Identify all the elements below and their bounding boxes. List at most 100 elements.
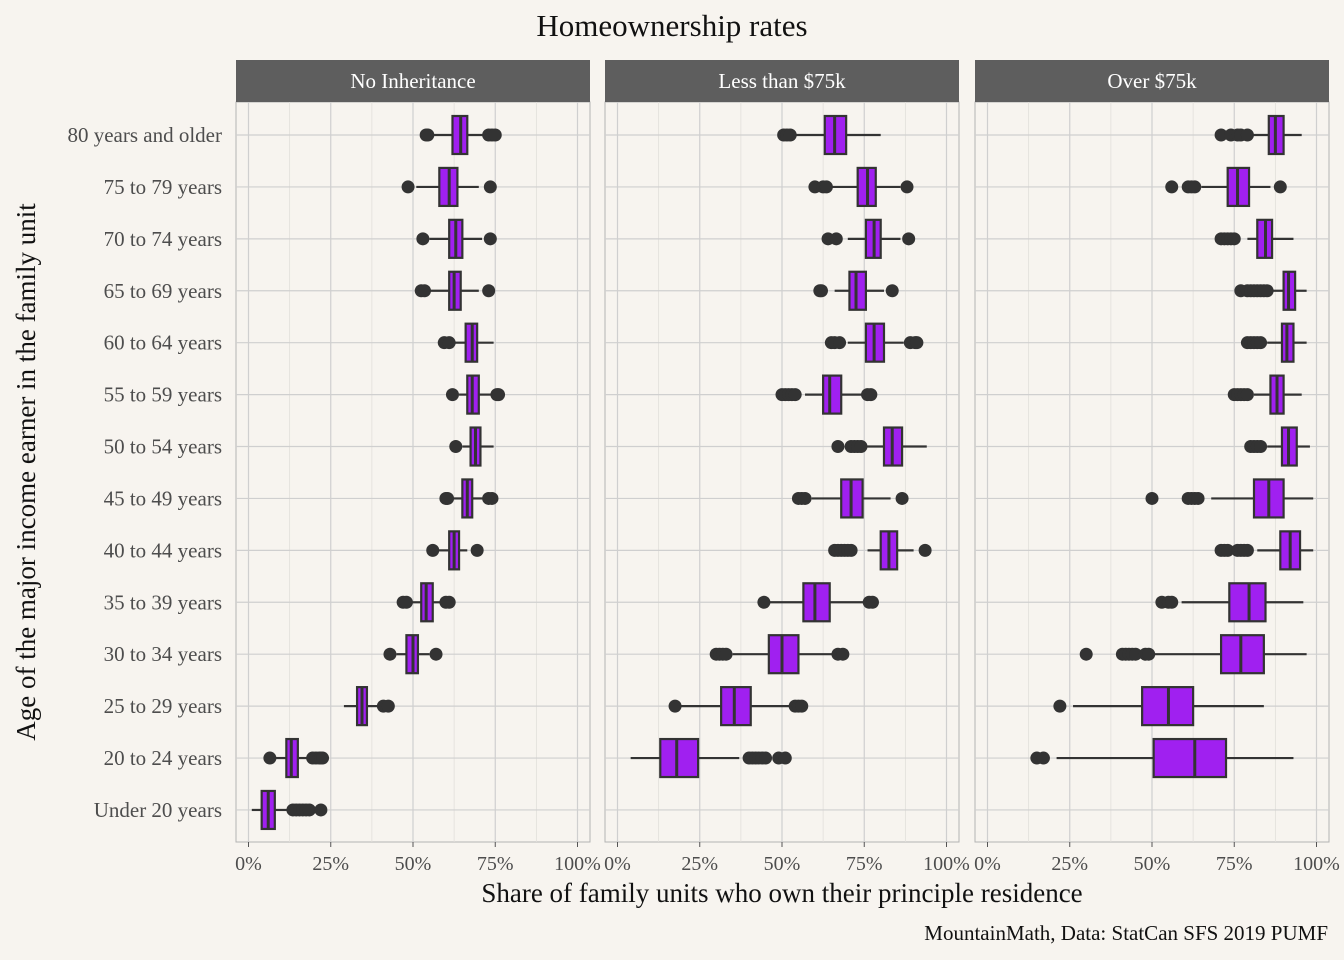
outlier-point: [778, 751, 792, 765]
outlier-point: [1129, 647, 1143, 661]
y-tick-label-80-years-and-older: 80 years and older: [67, 123, 222, 147]
box-iqr: [659, 737, 700, 779]
y-tick-label-45-to-49-years: 45 to 49 years: [104, 486, 222, 510]
box-55-to-59-years: [445, 374, 506, 415]
box-55-to-59-years: [1227, 374, 1302, 415]
outlier-point: [1273, 180, 1287, 194]
box-75-to-79-years: [401, 166, 497, 208]
outlier-point: [865, 595, 879, 609]
outlier-point: [488, 128, 502, 142]
box-65-to-69-years: [813, 270, 899, 311]
x-tick-label: 25%: [312, 853, 349, 875]
x-tick-label: 25%: [681, 853, 718, 875]
x-tick-label: 75%: [1216, 853, 1253, 875]
box-20-to-24-years: [630, 737, 792, 779]
panel-less-than-75k: 0% 25% 50% 75% 100% Less than $75k: [604, 60, 970, 875]
chart-caption: MountainMath, Data: StatCan SFS 2019 PUM…: [924, 921, 1328, 945]
outlier-point: [719, 647, 733, 661]
outlier-point: [421, 128, 435, 142]
x-tick-label: 100%: [923, 853, 970, 875]
outlier-point: [885, 284, 899, 298]
box-35-to-39-years: [396, 582, 456, 623]
outlier-point: [1214, 128, 1228, 142]
y-tick-label-50-to-54-years: 50 to 54 years: [104, 435, 222, 459]
outlier-point: [441, 491, 455, 505]
outlier-point: [788, 388, 802, 402]
panel-no-inheritance: 0% 25% 50% 75% 100% No Inheritance: [235, 60, 601, 875]
outlier-point: [1240, 128, 1254, 142]
box-30-to-34-years: [383, 634, 443, 675]
box-25-to-29-years: [1053, 686, 1264, 727]
box-iqr: [1228, 582, 1267, 623]
box-80-years-and-older: [1214, 114, 1302, 156]
outlier-point: [831, 440, 845, 454]
outlier-point: [836, 647, 850, 661]
outlier-point: [263, 751, 277, 765]
box-20-to-24-years: [263, 737, 330, 779]
box-iqr: [822, 374, 843, 415]
outlier-point: [759, 751, 773, 765]
outlier-point: [449, 440, 463, 454]
y-tick-label-40-to-44-years: 40 to 44 years: [104, 538, 222, 562]
box-iqr: [1152, 737, 1228, 779]
outlier-point: [918, 543, 932, 557]
outlier-point: [795, 699, 809, 713]
outlier-point: [302, 803, 316, 817]
outlier-point: [1142, 647, 1156, 661]
box-iqr: [1219, 634, 1265, 675]
outlier-point: [833, 336, 847, 350]
outlier-point: [829, 232, 843, 246]
outlier-point: [1240, 388, 1254, 402]
box-iqr: [848, 270, 867, 311]
box-40-to-44-years: [1214, 530, 1314, 571]
outlier-point: [1254, 336, 1268, 350]
box-75-to-79-years: [808, 166, 914, 208]
outlier-point: [483, 180, 497, 194]
outlier-point: [442, 336, 456, 350]
outlier-point: [1165, 180, 1179, 194]
outlier-point: [668, 699, 682, 713]
y-tick-label-65-to-69-years: 65 to 69 years: [104, 279, 222, 303]
box-35-to-39-years: [757, 582, 879, 623]
outlier-point: [1254, 440, 1268, 454]
box-under-20-years: [251, 789, 328, 831]
x-tick-label: 100%: [554, 853, 601, 875]
outlier-point: [1053, 699, 1067, 713]
box-45-to-49-years: [439, 478, 499, 519]
outlier-point: [1188, 180, 1202, 194]
box-20-to-24-years: [1030, 737, 1294, 779]
outlier-point: [485, 491, 499, 505]
box-iqr: [720, 686, 752, 727]
box-65-to-69-years: [1234, 270, 1307, 311]
box-65-to-69-years: [414, 270, 496, 311]
y-tick-label-30-to-34-years: 30 to 34 years: [104, 642, 222, 666]
outlier-point: [314, 803, 328, 817]
outlier-point: [864, 388, 878, 402]
outlier-point: [316, 751, 330, 765]
y-tick-label-70-to-74-years: 70 to 74 years: [104, 227, 222, 251]
outlier-point: [798, 491, 812, 505]
y-tick-label-under-20-years: Under 20 years: [94, 798, 222, 822]
box-70-to-74-years: [821, 218, 916, 259]
y-tick-label-75-to-79-years: 75 to 79 years: [104, 175, 222, 199]
x-tick-label: 50%: [764, 853, 801, 875]
box-25-to-29-years: [343, 686, 395, 727]
outlier-point: [854, 440, 868, 454]
box-25-to-29-years: [668, 686, 809, 727]
outlier-point: [900, 180, 914, 194]
outlier-point: [1221, 543, 1235, 557]
x-tick-label: 0%: [974, 853, 1001, 875]
box-45-to-49-years: [791, 478, 909, 519]
box-30-to-34-years: [1079, 634, 1307, 675]
strip-label-less-than-75k: Less than $75k: [718, 69, 846, 93]
x-tick-label: 75%: [846, 853, 883, 875]
facet-panels: 0% 25% 50% 75% 100% No Inheritance 0% 25% 50% 75%…: [235, 60, 1340, 875]
outlier-point: [895, 491, 909, 505]
outlier-point: [1191, 491, 1205, 505]
outlier-point: [429, 647, 443, 661]
outlier-point: [482, 284, 496, 298]
outlier-point: [783, 128, 797, 142]
y-tick-label-55-to-59-years: 55 to 59 years: [104, 383, 222, 407]
y-tick-label-25-to-29-years: 25 to 29 years: [104, 694, 222, 718]
